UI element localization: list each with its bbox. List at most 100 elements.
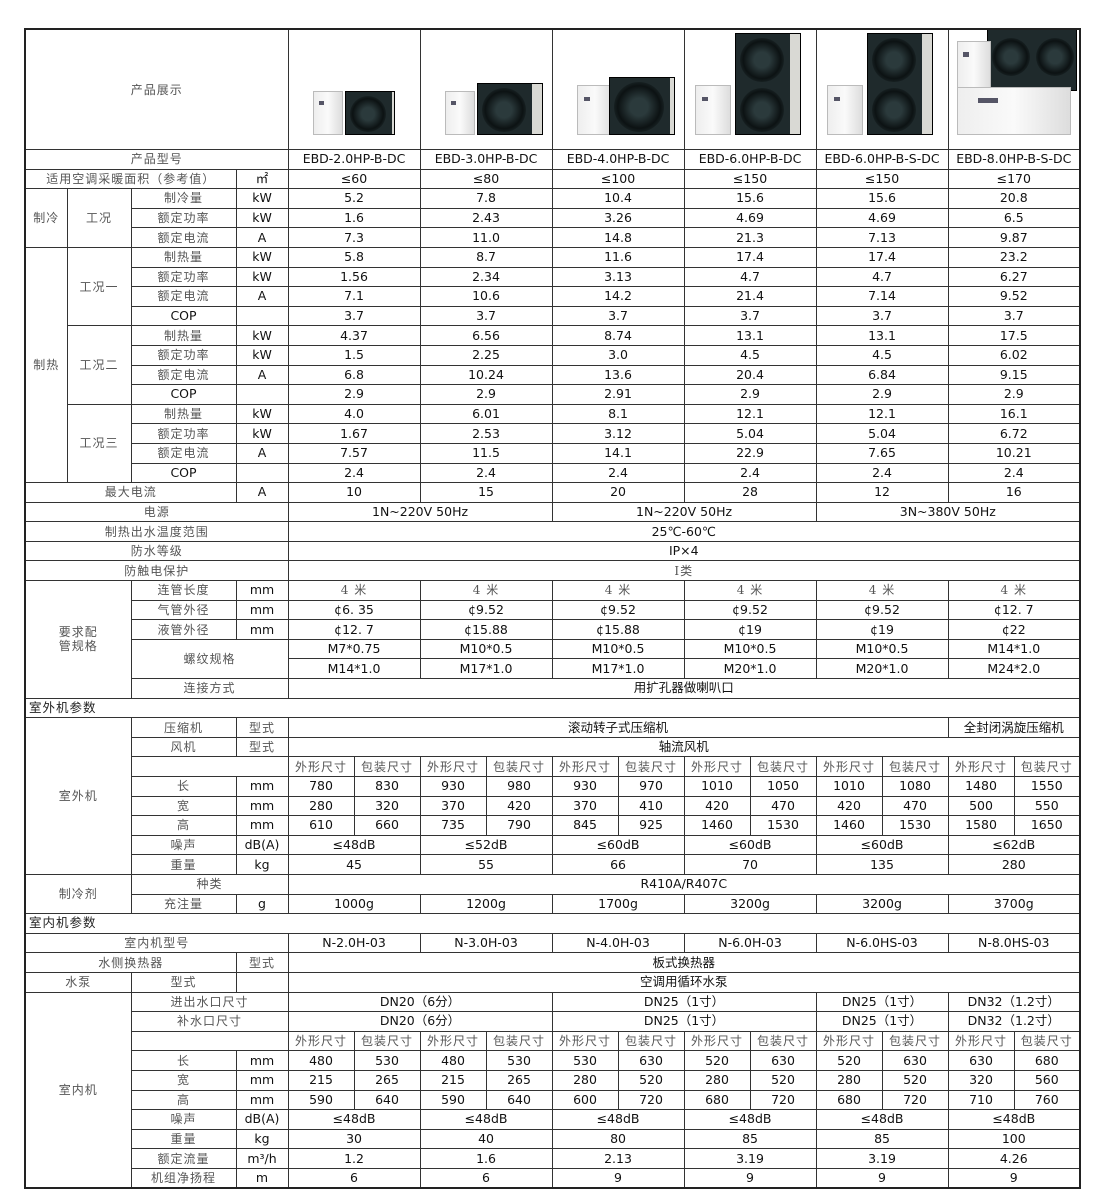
- table-cell: 970: [617, 776, 685, 797]
- table-cell: N-8.0HS-03: [947, 932, 1081, 954]
- indoor-and-outdoor-unit-icon: [421, 30, 551, 149]
- table-cell: M14*1.0: [947, 638, 1081, 660]
- table-cell: 925: [617, 815, 685, 836]
- table-cell: 8.1: [551, 403, 685, 425]
- table-cell: ¢19: [815, 619, 949, 640]
- table-cell: kg: [235, 854, 289, 875]
- row-label: 连管长度: [130, 580, 237, 601]
- table-cell: M14*1.0: [287, 658, 421, 680]
- table-row: 宽 mm 280 320 370 420 370 410 420 470 420 470 500 550: [25, 795, 1081, 817]
- table-cell: ≤150: [815, 168, 949, 190]
- table-cell: 16.1: [947, 403, 1081, 425]
- table-cell: [130, 756, 289, 777]
- row-label: 额定功率: [130, 207, 237, 229]
- table-cell: 11.5: [419, 442, 553, 464]
- row-label: 水侧换热器: [24, 952, 237, 973]
- table-cell: ≤48dB: [287, 1109, 421, 1130]
- table-cell: R410A/R407C: [287, 873, 1081, 895]
- table-cell: 590: [419, 1089, 487, 1111]
- table-cell: 1010: [815, 776, 883, 797]
- table-cell: 3200g: [683, 893, 817, 915]
- table-cell: 4.7: [683, 266, 817, 288]
- table-row: 充注量 g 1000g 1200g 1700g 3200g 3200g 3700g: [25, 893, 1081, 915]
- row-label: 室内机参数: [24, 913, 1081, 934]
- row-label: 额定功率: [130, 266, 237, 288]
- table-cell: ≤48dB: [683, 1109, 817, 1130]
- table-cell: 280: [551, 1069, 619, 1091]
- table-cell: 8.74: [551, 325, 685, 346]
- table-cell: 320: [947, 1069, 1015, 1091]
- table-cell: 410: [617, 795, 685, 817]
- table-cell: mm: [235, 580, 289, 601]
- table-cell: COP: [130, 462, 237, 484]
- table-cell: 空调用循环水泵: [287, 971, 1081, 993]
- product-image: [815, 28, 949, 150]
- row-label: 制热量: [130, 403, 237, 425]
- table-cell: 13.1: [815, 325, 949, 346]
- row-label: 压缩机: [130, 717, 237, 738]
- row-label: 高: [130, 815, 237, 836]
- table-cell: dB(A): [235, 1109, 289, 1130]
- table-cell: 640: [353, 1089, 421, 1111]
- row-label: 额定电流: [130, 442, 237, 464]
- table-cell: 1.2: [287, 1148, 421, 1169]
- table-cell: 3.13: [551, 266, 685, 288]
- row-label: 工况三: [66, 403, 132, 484]
- table-row: 噪声 dB(A) ≤48dB ≤52dB ≤60dB ≤60dB ≤60dB ≤62dB: [25, 834, 1081, 856]
- table-cell: 66: [551, 854, 685, 875]
- table-cell: 4.5: [683, 344, 817, 366]
- table-cell: 6: [419, 1167, 553, 1189]
- table-cell: ¢12. 7: [947, 599, 1081, 621]
- table-cell: 135: [815, 854, 949, 875]
- row-label: 4 米: [815, 580, 949, 601]
- row-label: 外形尺寸: [947, 1030, 1015, 1052]
- table-row: 高 mm 590 640 590 640 600 720 680 720 680 720 710 760: [25, 1089, 1081, 1111]
- table-cell: A: [235, 482, 289, 503]
- table-cell: 6.01: [419, 403, 553, 425]
- row-label: 4 米: [419, 580, 553, 601]
- table-cell: 80: [551, 1128, 685, 1150]
- table-cell: 780: [287, 776, 355, 797]
- table-row: 室内机型号 N-2.0H-03 N-3.0H-03 N-4.0H-03 N-6.0H-0…: [24, 932, 1081, 954]
- table-cell: 10.21: [947, 442, 1081, 464]
- table-row: 机组净扬程 m 6 6 9 9 9 9: [25, 1167, 1081, 1189]
- row-label: 外形尺寸: [551, 1030, 619, 1052]
- table-cell: 8.7: [419, 246, 553, 268]
- table-cell: 20: [551, 482, 685, 503]
- table-row: 宽 mm 215 265 215 265 280 520 280 520 280 520 320 560: [25, 1069, 1081, 1091]
- row-label: 额定功率: [130, 423, 237, 444]
- table-cell: 6.5: [947, 207, 1081, 229]
- table-cell: 1700g: [551, 893, 685, 915]
- table-cell: 470: [749, 795, 817, 817]
- table-cell: 215: [419, 1069, 487, 1091]
- table-cell: COP: [130, 384, 237, 405]
- row-label: 包装尺寸: [749, 756, 817, 777]
- table-cell: 14.2: [551, 286, 685, 307]
- row-label: 液管外径: [130, 619, 237, 640]
- table-cell: M20*1.0: [683, 658, 817, 680]
- table-cell: 280: [815, 1069, 883, 1091]
- row-label: 宽: [130, 1069, 237, 1091]
- table-cell: 全封闭涡旋压缩机: [947, 717, 1081, 738]
- table-cell: [235, 971, 289, 993]
- row-label: 机组净扬程: [130, 1167, 237, 1189]
- table-row: 防水等级 IP×4: [24, 540, 1081, 562]
- table-cell: 3.7: [419, 305, 553, 327]
- table-cell: kW: [235, 207, 289, 229]
- table-row: 气管外径 mm ¢6. 35 ¢9.52 ¢9.52 ¢9.52 ¢9.52 ¢12. 7: [25, 599, 1081, 621]
- table-row: 工况三 制热量 kW 4.0 6.01 8.1 12.1 12.1 16.1: [25, 403, 1081, 484]
- table-cell: 22.9: [683, 442, 817, 464]
- table-cell: 9: [947, 1167, 1081, 1189]
- row-label: 制热量: [130, 246, 237, 268]
- table-cell: 7.65: [815, 442, 949, 464]
- table-cell: 480: [287, 1050, 355, 1071]
- table-cell: 15: [419, 482, 553, 503]
- table-cell: 4.69: [815, 207, 949, 229]
- table-cell: 7.3: [287, 227, 421, 248]
- table-cell: 680: [815, 1089, 883, 1111]
- table-cell: 3700g: [947, 893, 1081, 915]
- table-row: 制热 工况一 制热量 kW 5.8 8.7 11.6 17.4 17.4 23.2: [24, 246, 1081, 484]
- table-cell: 610: [287, 815, 355, 836]
- row-label: 充注量: [130, 893, 237, 915]
- table-cell: 560: [1013, 1069, 1081, 1091]
